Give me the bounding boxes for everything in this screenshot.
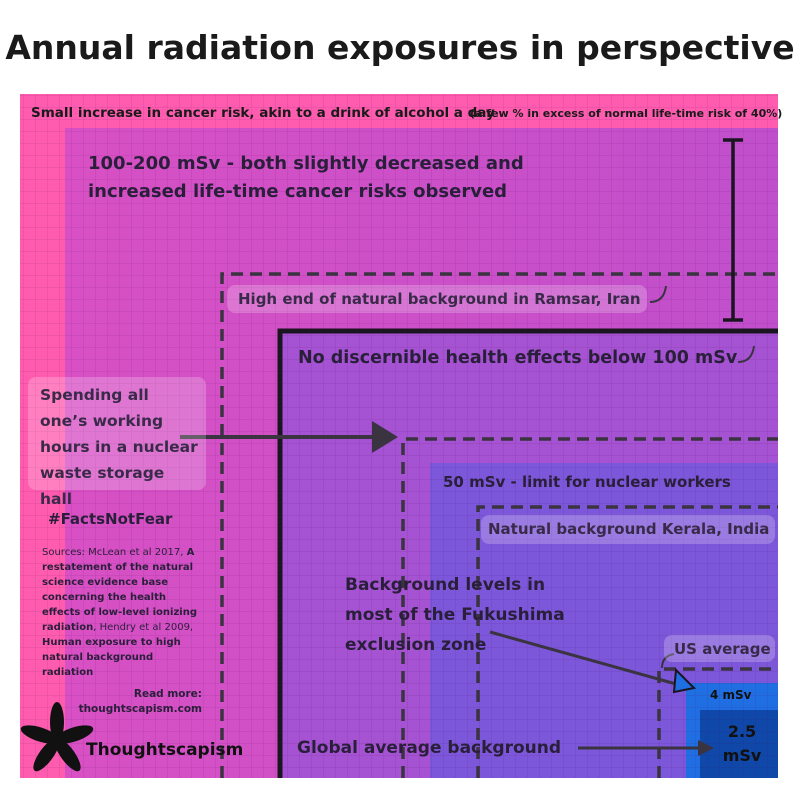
label-bg [227,285,647,313]
label: Natural background Kerala, India [488,520,770,538]
label: Background levels in most of the Fukushi… [345,575,565,655]
text: Human exposure to high natural backgroun… [42,637,181,678]
brand: Thoughtscapism [86,740,244,760]
text: Sources: McLean et al 2017, [42,547,187,558]
label-bg [28,377,206,490]
label: 2.5 mSv [722,722,762,765]
label-bg [481,515,775,544]
logo [20,702,94,772]
text: , Hendry et al 2009, [93,622,194,633]
hashtag: #FactsNotFear [48,510,173,528]
label: US average [674,640,771,658]
arrowhead [372,421,398,453]
text: A restatement of the natural science evi… [42,547,197,633]
sources: Sources: McLean et al 2017, A restatemen… [42,545,202,680]
grid [20,94,778,778]
arrowhead [672,667,697,694]
label: Global average background [297,738,562,758]
label: 100-200 mSv - both slightly decreased an… [88,153,524,202]
label: High end of natural background in Ramsar… [238,290,641,308]
arrowhead [698,740,714,756]
borders [180,138,778,778]
label: Small increase in cancer risk, akin to a… [31,105,495,121]
title: Annual radiation exposures in perspectiv… [5,28,795,67]
link[interactable]: thoughtscapism.com [78,703,202,715]
read-more: Read more: [133,688,202,700]
label-bg [664,635,775,662]
label: 4 mSv [710,688,752,702]
label: Spending all one’s working hours in a nu… [40,386,198,508]
label: (a few % in excess of normal life-time r… [470,107,783,120]
label: 50 mSv - limit for nuclear workers [443,473,731,491]
label: No discernible health effects below 100 … [298,348,738,368]
